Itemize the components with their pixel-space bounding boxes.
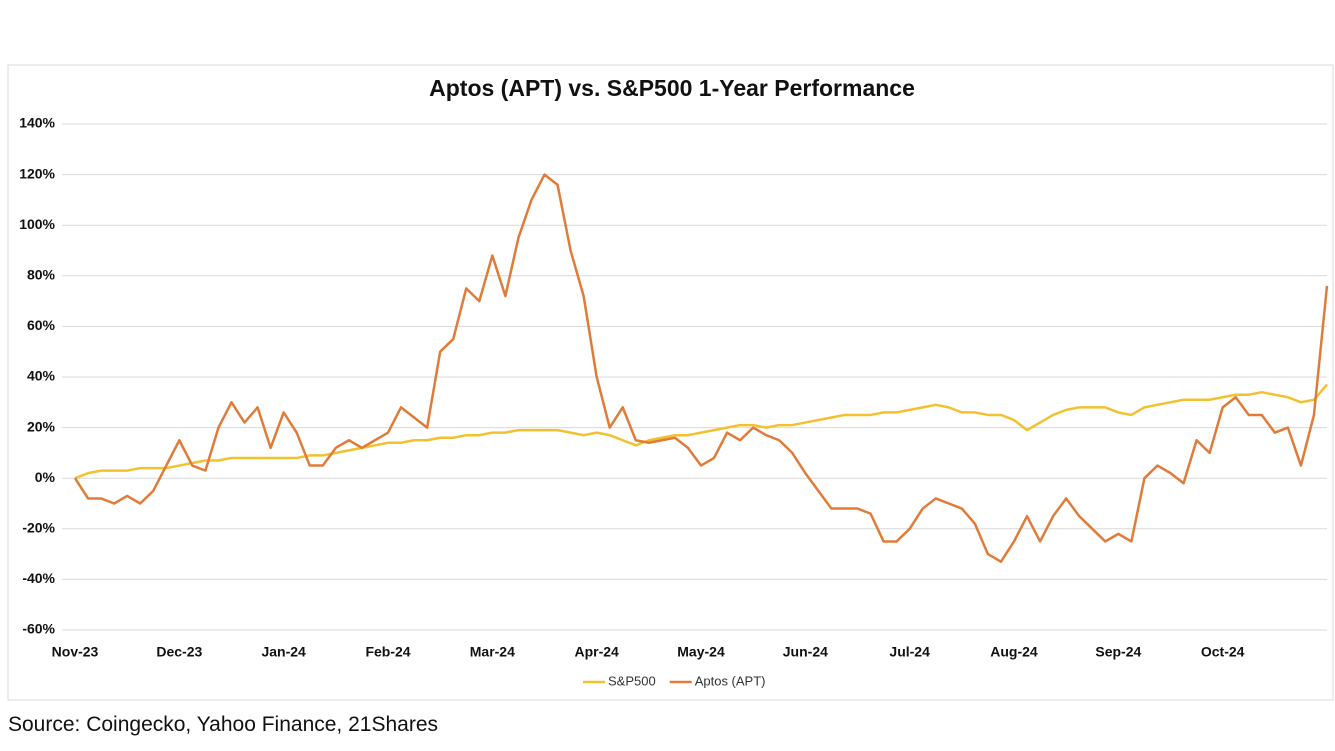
series-line [74,383,1328,480]
legend-label: Aptos (APT) [695,673,766,688]
x-tick-label: Nov-23 [52,644,99,660]
chart-frame [7,64,1334,701]
x-tick-label: Oct-24 [1201,644,1245,660]
y-tick-label: 80% [27,267,56,283]
y-tick-label: 40% [27,368,56,384]
y-tick-label: -40% [22,570,55,586]
y-tick-label: 100% [19,216,55,232]
source-note: Source: Coingecko, Yahoo Finance, 21Shar… [8,713,438,736]
x-tick-label: Mar-24 [470,644,515,660]
x-tick-label: Jan-24 [261,644,306,660]
legend-label: S&P500 [608,673,656,688]
y-tick-label: -20% [22,520,55,536]
y-tick-label: 20% [27,418,56,434]
chart: Aptos (APT) vs. S&P500 1-Year Performanc… [7,64,1334,701]
series-line [73,173,1329,563]
y-tick-label: 60% [27,317,56,333]
x-tick-label: Dec-23 [156,644,202,660]
x-tick-label: Aug-24 [990,644,1038,660]
x-tick-label: Sep-24 [1095,644,1141,660]
y-tick-label: 140% [19,115,55,131]
y-tick-label: 0% [35,469,56,485]
x-tick-label: Jul-24 [889,644,930,660]
x-tick-label: Apr-24 [574,644,619,660]
x-tick-label: May-24 [677,644,725,660]
y-tick-label: -60% [22,621,55,637]
x-tick-label: Feb-24 [365,644,410,660]
chart-title: Aptos (APT) vs. S&P500 1-Year Performanc… [429,75,915,101]
y-tick-label: 120% [19,165,55,181]
x-tick-label: Jun-24 [783,644,828,660]
